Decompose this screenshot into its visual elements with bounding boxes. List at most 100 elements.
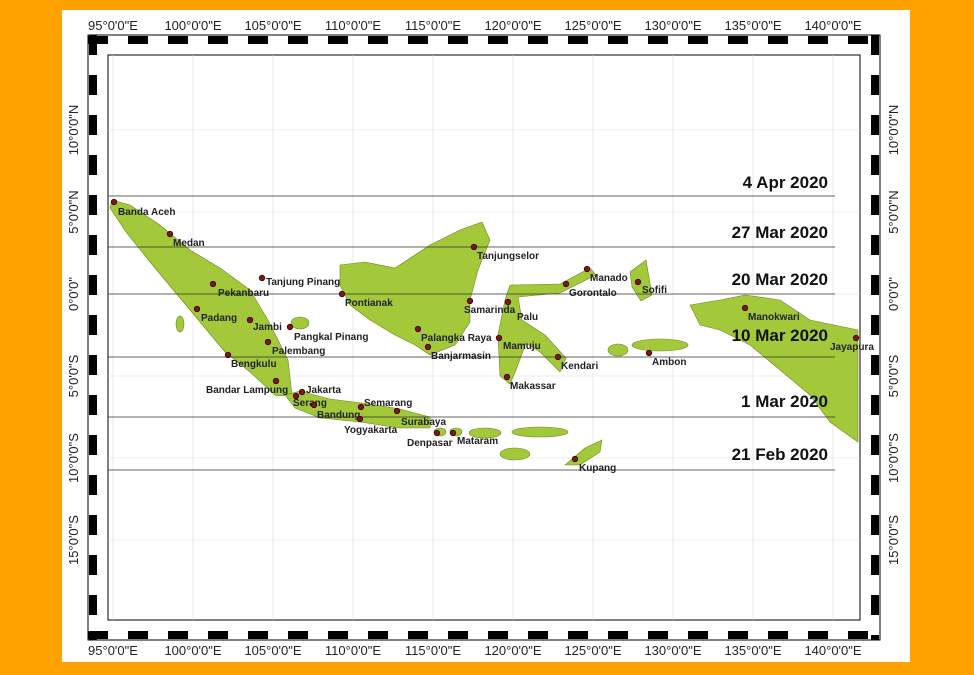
lon-label-bottom: 120°0'0"E [484,643,541,658]
city-dot [338,290,346,298]
date-label: 4 Apr 2020 [743,173,828,192]
date-label: 27 Mar 2020 [732,223,828,242]
lat-label-left: 5°0'0"N [66,190,81,233]
city-dot [193,305,201,313]
city-label: Manado [590,273,628,284]
lat-label-left: 5°0'0"S [66,354,81,397]
lat-label-right: 10°0'0"S [886,433,901,483]
city-label: Jakarta [306,385,341,396]
lon-label-top: 95°0'0"E [88,18,138,33]
city-label: Pontianak [345,298,393,309]
city-label: Pangkal Pinang [294,332,368,343]
lat-label-right: 5°0'0"S [886,354,901,397]
date-label: 10 Mar 2020 [732,326,828,345]
city-label: Sofifi [642,285,667,296]
city-dot [110,198,118,206]
lon-label-top: 125°0'0"E [564,18,621,33]
city-dot [166,230,174,238]
city-dot [470,243,478,251]
city-label: Yogyakarta [344,425,398,436]
city-label: Tanjung Pinang [266,277,340,288]
city-dot [554,353,562,361]
city-label: Banjarmasin [431,351,491,362]
city-dot [634,278,642,286]
city-label: Semarang [364,398,412,409]
lon-label-bottom: 105°0'0"E [244,643,301,658]
lat-label-right: 5°0'0"N [886,190,901,233]
city-label: Palembang [272,346,325,357]
city-label: Padang [201,313,237,324]
city-label: Manokwari [748,312,800,323]
buru [607,343,629,357]
city-dot [741,304,749,312]
lon-label-top: 110°0'0"E [325,18,381,33]
new-guinea [689,294,859,443]
lat-label-right: 0°0'0" [886,277,901,311]
city-dot [393,407,401,415]
city-label: Pekanbaru [218,288,269,299]
lon-label-top: 130°0'0"E [644,18,701,33]
sumba [499,447,531,461]
city-dot [209,280,217,288]
city-dot [583,265,591,273]
lon-label-top: 105°0'0"E [244,18,301,33]
city-label: Bandung [317,410,360,421]
lon-label-top: 120°0'0"E [484,18,541,33]
city-dot [356,415,364,423]
date-label: 21 Feb 2020 [732,445,828,464]
date-label: 1 Mar 2020 [741,392,828,411]
city-dot [424,343,432,351]
lon-label-bottom: 140°0'0"E [804,643,861,658]
city-label: Serang [293,398,327,409]
lon-label-bottom: 130°0'0"E [644,643,701,658]
city-label: Jambi [253,322,282,333]
seram [631,338,689,352]
city-label: Kendari [561,361,598,372]
lat-label-right: 15°0'0"S [886,515,901,565]
sumatra [109,199,293,397]
date-label: 20 Mar 2020 [732,270,828,289]
city-dot [264,338,272,346]
lon-label-bottom: 135°0'0"E [724,643,781,658]
city-dot [310,401,318,409]
city-dot [571,455,579,463]
city-label: Mamuju [503,341,541,352]
lon-label-top: 140°0'0"E [804,18,861,33]
lon-label-top: 100°0'0"E [164,18,221,33]
city-label: Tanjungselor [477,251,539,262]
mentawai [175,315,185,333]
city-label: Jayapura [830,342,874,353]
borneo [339,221,491,356]
city-label: Surabaya [401,417,446,428]
city-label: Bengkulu [231,359,277,370]
lat-label-left: 15°0'0"S [66,515,81,565]
city-dot [258,274,266,282]
lon-label-bottom: 125°0'0"E [564,643,621,658]
city-dot [433,429,441,437]
city-dot [286,323,294,331]
city-dot [298,388,306,396]
city-dot [504,298,512,306]
lat-label-left: 10°0'0"S [66,433,81,483]
java [284,390,431,429]
city-dot [852,334,860,342]
city-dot [466,297,474,305]
city-dot [562,280,570,288]
lon-label-top: 115°0'0"E [405,18,461,33]
city-label: Bandar Lampung [206,385,288,396]
city-dot [224,351,232,359]
lon-label-top: 135°0'0"E [724,18,781,33]
city-dot [495,334,503,342]
city-dot [645,349,653,357]
city-label: Mataram [457,436,498,447]
lon-label-bottom: 100°0'0"E [164,643,221,658]
lat-label-left: 10°0'0"N [66,105,81,156]
sulawesi [497,267,597,385]
halmahera [629,259,653,302]
city-label: Gorontalo [569,288,617,299]
lon-label-bottom: 110°0'0"E [325,643,381,658]
overlay: 4 Apr 2020 27 Mar 2020 20 Mar 2020 10 Mar 2… [108,173,874,474]
city-dot [272,377,280,385]
land [109,199,859,466]
